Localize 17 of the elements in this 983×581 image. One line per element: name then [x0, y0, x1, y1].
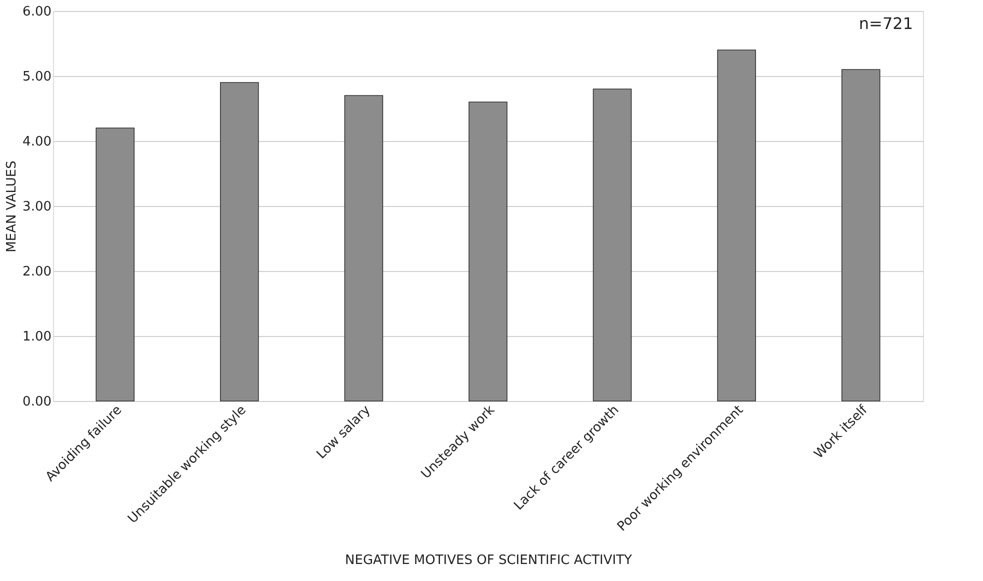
y-tick-label: 5.00 [22, 70, 52, 84]
bar [220, 82, 259, 402]
y-tick-label: 0.00 [22, 394, 52, 410]
bar [344, 95, 384, 402]
bar [468, 102, 508, 402]
bar [96, 128, 135, 402]
annotation: n=721 [858, 14, 913, 33]
bar [592, 88, 632, 402]
bar [717, 50, 756, 402]
y-tick-label: 3.00 [22, 200, 52, 214]
y-tick-label: 1.00 [22, 330, 52, 344]
x-axis-title: NEGATIVE MOTIVES OF SCIENTIFIC ACTIVITY [345, 552, 632, 568]
y-tick-label: 2.00 [22, 264, 52, 280]
y-tick-label: 6.00 [22, 4, 52, 20]
y-tick-label: 4.00 [22, 134, 52, 150]
bar [841, 69, 880, 402]
y-axis-title: MEAN VALUES [4, 160, 20, 252]
